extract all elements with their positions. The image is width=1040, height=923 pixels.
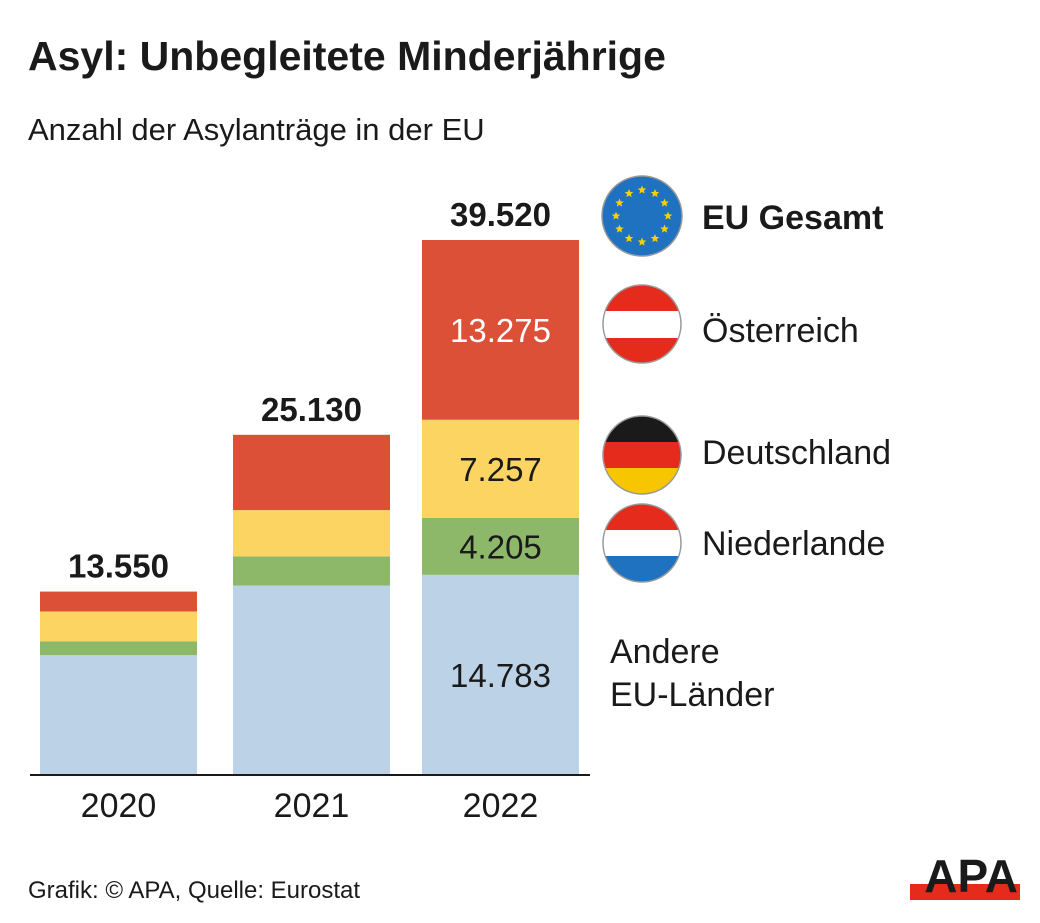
total-label: 13.550 [68,548,169,585]
star [660,198,669,207]
bar-segment [233,434,390,511]
star [615,198,624,207]
bar-segment [422,419,579,518]
bar-segment [233,556,390,586]
star [650,234,660,243]
flag-de [602,415,682,495]
flag-nl [602,503,682,583]
flag-eu [601,175,683,257]
legend-label: Niederlande [702,525,885,563]
star [624,234,634,243]
bar-segment [40,655,197,775]
data-label: 14.783 [450,657,551,694]
chart-subtitle: Anzahl der Asylanträge in der EU [28,112,485,147]
star [637,237,647,246]
x-tick-label: 2021 [274,787,350,825]
flag-at [602,284,682,364]
bar-segment [40,611,197,642]
star [615,224,624,233]
bar-segment [422,240,579,420]
legend-label: Andere EU-Länder [610,633,774,714]
logo: APA [910,850,1020,902]
source: Grafik: © APA, Quelle: Eurostat [28,877,360,904]
chart-title: Asyl: Unbegleitete Minderjährige [28,33,666,79]
bar-segment [40,591,197,612]
x-tick-label: 2020 [81,787,157,825]
legend-label: EU Gesamt [702,199,883,237]
star [650,188,660,198]
total-label: 39.520 [450,196,551,233]
star [660,224,669,233]
legend-label: Deutschland [702,434,891,472]
legend-label: Österreich [702,312,859,350]
data-label: 7.257 [459,451,542,488]
star [637,185,647,194]
bar-segment [422,574,579,775]
star [624,188,634,198]
logo-text: APA [924,850,1018,902]
total-label: 25.130 [261,391,362,428]
bar-segment [422,517,579,575]
star [663,211,673,220]
star [611,211,621,220]
bar-segment [233,510,390,557]
bar-segment [233,585,390,775]
data-label: 13.275 [450,312,551,349]
bar-segment [40,641,197,656]
data-label: 4.205 [459,528,542,565]
x-tick-label: 2022 [463,787,539,825]
